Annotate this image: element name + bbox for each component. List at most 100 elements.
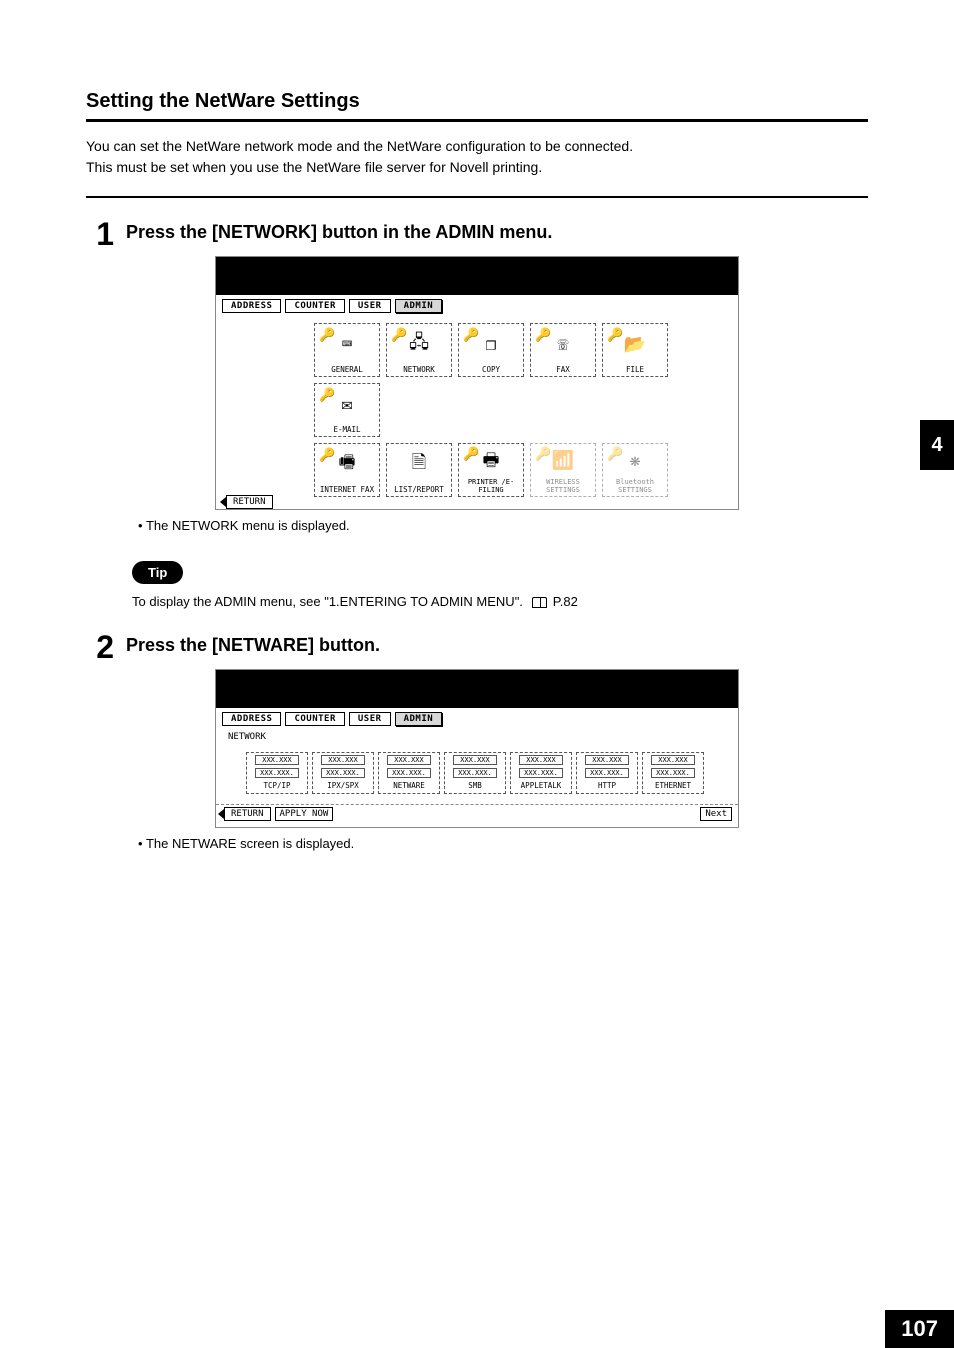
list-report-label: LIST/REPORT [394, 485, 444, 494]
step-1: 1 Press the [NETWORK] button in the ADMI… [86, 218, 868, 250]
value-line: XXX.XXX [321, 755, 365, 765]
next-button[interactable]: Next [700, 807, 732, 821]
step-2-number: 2 [86, 631, 126, 663]
tab-admin[interactable]: ADMIN [395, 712, 443, 726]
value-line: XXX.XXX. [255, 768, 299, 778]
network-button[interactable]: 🔑 🖧 NETWORK [386, 323, 452, 377]
printer-efiling-label: PRINTER /E-FILING [459, 479, 523, 494]
network-label: NETWORK [403, 365, 435, 374]
step-1-number: 1 [86, 218, 126, 250]
screen-header-bar [216, 670, 738, 708]
copy-label: COPY [482, 365, 500, 374]
wireless-label: WIRELESS SETTINGS [531, 479, 595, 494]
network-subtitle: NETWORK [216, 728, 738, 742]
file-button[interactable]: 🔑 📂 FILE [602, 323, 668, 377]
step-2-heading: Press the [NETWARE] button. [126, 631, 380, 656]
step-1-note: The NETWORK menu is displayed. [138, 518, 868, 533]
appletalk-label: APPLETALK [521, 781, 562, 790]
chapter-side-tab: 4 [920, 420, 954, 470]
step-2: 2 Press the [NETWARE] button. [86, 631, 868, 663]
intro-rule [86, 196, 868, 198]
key-icon: 🔑 [319, 448, 335, 463]
smb-label: SMB [468, 781, 482, 790]
email-button[interactable]: 🔑 ✉ E-MAIL [314, 383, 380, 437]
bluetooth-label: Bluetooth SETTINGS [603, 479, 667, 494]
fax-button[interactable]: 🔑 ☏ FAX [530, 323, 596, 377]
value-line: XXX.XXX [651, 755, 695, 765]
tab-counter[interactable]: COUNTER [285, 299, 344, 313]
smb-button[interactable]: XXX.XXX XXX.XXX. SMB [444, 752, 506, 794]
section-title: Setting the NetWare Settings [86, 90, 868, 113]
email-label: E-MAIL [333, 425, 360, 434]
fax-label: FAX [556, 365, 570, 374]
general-label: GENERAL [331, 365, 363, 374]
general-button[interactable]: 🔑 ⌨ GENERAL [314, 323, 380, 377]
key-icon: 🔑 [319, 328, 335, 343]
network-menu-screenshot: ADDRESS COUNTER USER ADMIN NETWORK XXX.X… [215, 669, 739, 828]
step-1-heading: Press the [NETWORK] button in the ADMIN … [126, 218, 552, 243]
return-button[interactable]: RETURN [226, 495, 273, 509]
screen-header-bar [216, 257, 738, 295]
tab-address[interactable]: ADDRESS [222, 712, 281, 726]
list-report-button[interactable]: 🗎 LIST/REPORT [386, 443, 452, 497]
internet-fax-button[interactable]: 🔑 🖷 INTERNET FAX [314, 443, 380, 497]
key-icon: 🔑 [535, 448, 551, 462]
ethernet-button[interactable]: XXX.XXX XXX.XXX. ETHERNET [642, 752, 704, 794]
admin-button-grid-row1: 🔑 ⌨ GENERAL 🔑 🖧 NETWORK 🔑 ❐ COPY [314, 323, 732, 437]
file-label: FILE [626, 365, 644, 374]
tip-text-before: To display the ADMIN menu, see "1.ENTERI… [132, 594, 523, 609]
copy-button[interactable]: 🔑 ❐ COPY [458, 323, 524, 377]
admin-button-grid-row2: 🔑 🖷 INTERNET FAX 🗎 LIST/REPORT 🔑 🖶 PRINT… [314, 443, 732, 497]
section-rule [86, 119, 868, 122]
appletalk-button[interactable]: XXX.XXX XXX.XXX. APPLETALK [510, 752, 572, 794]
tab-admin[interactable]: ADMIN [395, 299, 443, 313]
return-button[interactable]: RETURN [224, 807, 271, 821]
key-icon: 🔑 [319, 388, 335, 403]
top-tabs-row: ADDRESS COUNTER USER ADMIN [216, 295, 738, 315]
value-line: XXX.XXX [453, 755, 497, 765]
key-icon: 🔑 [463, 448, 479, 462]
tip-label: Tip [132, 561, 183, 584]
tcpip-button[interactable]: XXX.XXX XXX.XXX. TCP/IP [246, 752, 308, 794]
top-tabs-row-2: ADDRESS COUNTER USER ADMIN [216, 708, 738, 728]
value-line: XXX.XXX. [321, 768, 365, 778]
bluetooth-settings-button[interactable]: 🔑 ❋ Bluetooth SETTINGS [602, 443, 668, 497]
value-line: XXX.XXX. [585, 768, 629, 778]
value-line: XXX.XXX [519, 755, 563, 765]
key-icon: 🔑 [391, 328, 407, 343]
value-line: XXX.XXX. [651, 768, 695, 778]
netware-label: NETWARE [393, 781, 425, 790]
http-label: HTTP [598, 781, 616, 790]
bottom-button-row: RETURN APPLY NOW Next [216, 805, 738, 827]
ipxspx-button[interactable]: XXX.XXX XXX.XXX. IPX/SPX [312, 752, 374, 794]
value-line: XXX.XXX [255, 755, 299, 765]
list-report-icon: 🗎 [387, 444, 451, 485]
value-line: XXX.XXX. [519, 768, 563, 778]
value-line: XXX.XXX. [387, 768, 431, 778]
admin-menu-screenshot: ADDRESS COUNTER USER ADMIN 🔑 ⌨ GENERAL 🔑… [215, 256, 739, 510]
tip-page-ref: P.82 [553, 594, 578, 609]
key-icon: 🔑 [535, 328, 551, 343]
netware-button[interactable]: XXX.XXX XXX.XXX. NETWARE [378, 752, 440, 794]
key-icon: 🔑 [607, 328, 623, 343]
network-button-grid: XXX.XXX XXX.XXX. TCP/IP XXX.XXX XXX.XXX.… [216, 742, 738, 805]
ethernet-label: ETHERNET [655, 781, 691, 790]
internet-fax-label: INTERNET FAX [320, 485, 374, 494]
key-icon: 🔑 [607, 448, 623, 462]
http-button[interactable]: XXX.XXX XXX.XXX. HTTP [576, 752, 638, 794]
wireless-settings-button[interactable]: 🔑 📶 WIRELESS SETTINGS [530, 443, 596, 497]
tab-address[interactable]: ADDRESS [222, 299, 281, 313]
tab-user[interactable]: USER [349, 712, 391, 726]
tcpip-label: TCP/IP [263, 781, 290, 790]
tab-counter[interactable]: COUNTER [285, 712, 344, 726]
value-line: XXX.XXX. [453, 768, 497, 778]
intro-text: You can set the NetWare network mode and… [86, 136, 868, 178]
page-number: 107 [885, 1310, 954, 1348]
tip-text: To display the ADMIN menu, see "1.ENTERI… [132, 594, 868, 609]
printer-efiling-button[interactable]: 🔑 🖶 PRINTER /E-FILING [458, 443, 524, 497]
ipxspx-label: IPX/SPX [327, 781, 359, 790]
key-icon: 🔑 [463, 328, 479, 343]
tab-user[interactable]: USER [349, 299, 391, 313]
value-line: XXX.XXX [387, 755, 431, 765]
apply-now-button[interactable]: APPLY NOW [275, 807, 334, 821]
